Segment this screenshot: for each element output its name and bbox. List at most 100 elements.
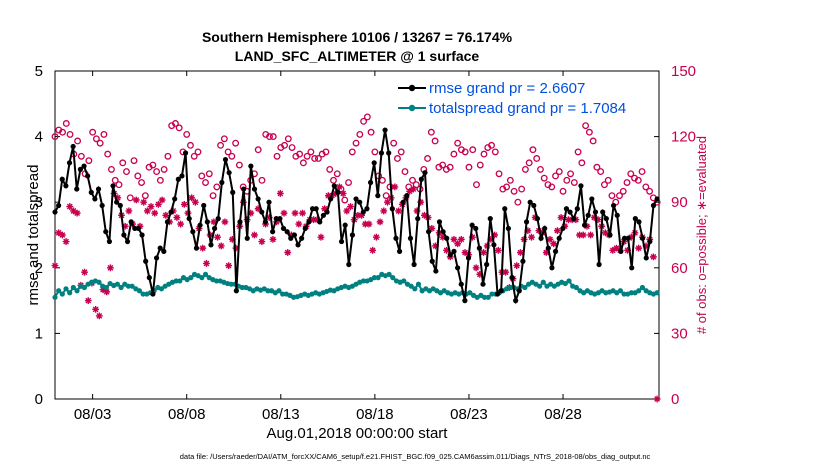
obs-evaluated-point [546, 235, 554, 243]
totalspread-point [562, 280, 568, 287]
rmse-point [56, 202, 62, 209]
legend: rmse grand pr = 2.6607 totalspread grand… [398, 80, 626, 117]
obs-possible-point [235, 161, 243, 169]
obs-evaluated-point [284, 249, 292, 256]
rmse-point [324, 209, 330, 215]
obs-possible-point [589, 137, 597, 145]
rmse-point [552, 248, 559, 254]
obs-possible-point [540, 174, 548, 182]
y2-tick-label: 0 [671, 391, 679, 408]
totalspread-point [177, 278, 183, 284]
x-axis: 08/03 08/08 08/13 08/18 08/23 08/28 [74, 71, 582, 423]
rmse-point [455, 265, 461, 271]
obs-evaluated-point [428, 225, 436, 232]
rmse-point [309, 206, 316, 212]
obs-evaluated-point [317, 233, 325, 241]
obs-evaluated-point [517, 249, 524, 256]
obs-possible-point [89, 128, 97, 136]
rmse-point [632, 216, 638, 222]
obs-possible-point [424, 155, 432, 162]
rmse-point [426, 229, 432, 235]
rmse-point [473, 225, 479, 232]
obs-possible-point [284, 135, 292, 143]
obs-possible-point [646, 187, 654, 195]
rmse-point [476, 245, 482, 251]
rmse-point [248, 163, 254, 169]
rmse-point [484, 261, 490, 268]
rmse-point [567, 209, 573, 215]
rmse-point [117, 202, 123, 209]
rmse-point [371, 160, 377, 166]
rmse-point [396, 248, 403, 254]
obs-evaluated-point [95, 312, 103, 320]
totalspread-point [636, 288, 642, 294]
obs-possible-point [341, 196, 349, 204]
obs-evaluated-point [542, 249, 550, 256]
rmse-point [386, 150, 392, 156]
obs-possible-point [141, 192, 149, 200]
obs-evaluated-point [613, 244, 620, 252]
obs-evaluated-point [491, 231, 498, 239]
rmse-point [462, 298, 468, 304]
obs-evaluated-point [155, 200, 162, 208]
rmse-point [429, 258, 435, 264]
rmse-point [186, 216, 192, 222]
obs-evaluated-point [550, 240, 558, 248]
obs-possible-point [187, 141, 194, 149]
obs-possible-point [62, 120, 70, 127]
obs-possible-point [450, 150, 458, 158]
obs-possible-point [356, 130, 364, 138]
rmse-point [640, 235, 646, 241]
totalspread-point [158, 286, 165, 292]
rmse-point [636, 219, 642, 225]
obs-possible-point [473, 181, 480, 189]
obs-evaluated-point [380, 207, 388, 215]
obs-evaluated-point [321, 205, 329, 213]
totalspread-point [507, 284, 513, 291]
obs-evaluated-point [251, 231, 258, 239]
y2-axis-label: # of obs: o=possible; ∗=evaluated [694, 136, 709, 334]
obs-possible-point [495, 170, 503, 178]
obs-possible-point [273, 152, 281, 160]
rmse-point [197, 222, 203, 228]
obs-evaluated-point [247, 209, 255, 217]
obs-possible-point [314, 155, 322, 162]
totalspread-point [540, 279, 546, 285]
obs-possible-point [585, 128, 593, 136]
obs-possible-point [488, 141, 495, 149]
obs-evaluated-point [494, 246, 502, 254]
obs-evaluated-point [339, 190, 347, 197]
obs-evaluated-point [576, 231, 583, 239]
obs-possible-point [529, 146, 537, 154]
obs-evaluated-point [642, 242, 650, 250]
obs-evaluated-point [295, 220, 303, 228]
obs-possible-point [299, 159, 307, 167]
rmse-point [581, 222, 588, 228]
obs-possible-point [92, 135, 100, 143]
totalspread-point [386, 271, 392, 277]
obs-evaluated-point [524, 227, 532, 235]
rmse-point [527, 199, 533, 205]
rmse-point [95, 186, 102, 192]
rmse-point [288, 235, 294, 241]
rmse-point [208, 242, 214, 248]
rmse-point [74, 186, 80, 192]
obs-evaluated-point [221, 218, 229, 226]
obs-possible-point [213, 183, 221, 191]
rmse-point [509, 275, 515, 281]
obs-possible-point [205, 170, 213, 178]
rmse-point [600, 209, 606, 215]
obs-evaluated-point [372, 233, 380, 241]
chart-title: Southern Hemisphere 10106 / 13267 = 76.1… [202, 29, 513, 45]
obs-evaluated-point [439, 233, 447, 241]
obs-possible-point [409, 176, 416, 184]
rmse-point [150, 291, 156, 297]
rmse-point [342, 222, 348, 228]
obs-possible-point [345, 179, 352, 186]
totalspread-point [360, 278, 367, 284]
obs-evaluated-point [627, 233, 635, 241]
obs-evaluated-point [343, 207, 351, 215]
totalspread-point [140, 291, 146, 297]
obs-possible-point [281, 141, 289, 149]
rmse-point [124, 238, 131, 245]
